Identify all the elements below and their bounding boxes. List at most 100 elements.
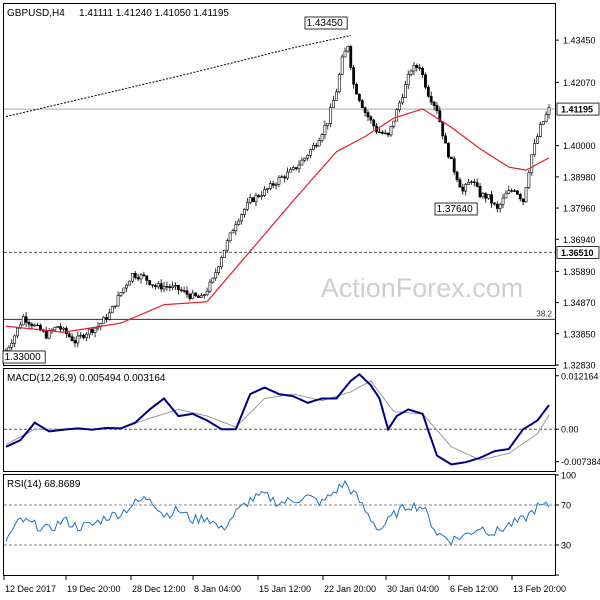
chart-symbol: GBPUSD,H4 (7, 8, 65, 19)
candle-body (421, 68, 424, 75)
time-tick-label: 13 Feb 20:00 (513, 584, 566, 594)
candle-body (481, 193, 485, 198)
macd-tick-label: -0.007384 (561, 457, 600, 467)
candle-body (435, 105, 439, 111)
candle-body (297, 164, 301, 170)
candle-body (205, 290, 209, 296)
candle-body (260, 195, 264, 198)
candle-body (326, 123, 330, 126)
candle-body (44, 330, 48, 339)
candle-body (116, 295, 120, 307)
candle-body (515, 190, 519, 195)
candle-body (472, 181, 476, 183)
candle-body (24, 316, 28, 323)
candle-body (277, 177, 281, 185)
chart-ohlc: 1.41111 1.41240 1.41050 1.41195 (79, 8, 229, 19)
candle-body (142, 274, 146, 277)
candle-body (360, 100, 364, 109)
macd-tick-label: 0.012164 (561, 371, 599, 381)
candle-body (168, 286, 172, 289)
candle-body (415, 65, 419, 69)
candle-body (357, 93, 361, 101)
candle-body (214, 272, 218, 279)
candle-body (59, 326, 62, 330)
candle-body (217, 266, 221, 273)
candle-body (409, 70, 413, 75)
candle-body (513, 190, 516, 192)
candle-body (475, 182, 479, 187)
candle-body (274, 183, 278, 186)
candle-body (401, 97, 404, 104)
candle-body (174, 285, 177, 287)
candle-body (487, 194, 491, 199)
candle-body (13, 335, 17, 344)
candle-body (510, 190, 514, 192)
candle-body (312, 145, 315, 151)
macd-line (5, 372, 550, 466)
candle-body (280, 176, 284, 178)
candle-body (62, 327, 65, 330)
candle-body (467, 181, 470, 185)
candle-body (237, 220, 241, 225)
time-tick-label: 8 Jan 04:00 (194, 584, 241, 594)
price-tick-label: 1.33850 (563, 329, 596, 339)
candle-body (39, 324, 42, 331)
candle-body (291, 167, 295, 170)
candle-body (33, 324, 37, 327)
candle-body (452, 158, 456, 173)
time-tick-label: 6 Feb 12:00 (450, 584, 498, 594)
rsi-panel (3, 474, 556, 576)
price-tick-label: 1.34870 (563, 298, 596, 308)
low-label-box (434, 202, 478, 216)
candle-body (283, 176, 287, 179)
rsi-line (5, 479, 550, 546)
candle-body (536, 136, 539, 144)
candle-body (306, 155, 310, 159)
candle-body (248, 197, 252, 203)
candle-body (254, 195, 258, 202)
candle-body (495, 203, 499, 209)
candle-body (85, 333, 88, 339)
candle-body (398, 102, 402, 111)
candle-body (113, 305, 117, 308)
candle-body (501, 197, 505, 205)
candle-body (131, 273, 134, 282)
candle-body (441, 121, 445, 137)
candle-body (10, 342, 14, 348)
candle-body (429, 96, 433, 103)
candle-body (378, 131, 381, 134)
candle-body (329, 107, 333, 124)
candle-body (271, 183, 275, 186)
candle-body (349, 46, 353, 68)
candle-body (438, 110, 442, 123)
candle-body (498, 204, 502, 209)
time-tick-label: 15 Jan 12:00 (259, 584, 311, 594)
time-tick-label: 28 Dec 12:00 (132, 584, 186, 594)
time-tick-label: 19 Dec 20:00 (67, 584, 121, 594)
candle-body (406, 74, 410, 85)
candle-body (105, 317, 108, 320)
candle-body (228, 232, 232, 241)
macd-panel (3, 368, 556, 472)
candle-body (392, 120, 396, 127)
candle-body (447, 142, 450, 158)
candle-body (369, 116, 373, 121)
candle-body (490, 194, 493, 204)
ma-fast-line (5, 108, 550, 333)
candle-body (119, 292, 123, 296)
candle-body (159, 283, 163, 290)
candle-body (139, 274, 143, 280)
candle-body (182, 290, 186, 292)
time-tick-label: 22 Jan 20:00 (324, 584, 376, 594)
candle-body (234, 224, 238, 232)
candle-body (355, 83, 358, 95)
candle-body (470, 181, 473, 183)
fib-label: 38.2 (536, 309, 552, 318)
candle-body (151, 284, 154, 286)
time-tick-label: 12 Dec 2017 (5, 584, 56, 594)
candle-body (461, 186, 465, 192)
candle-body (300, 159, 304, 166)
price-tick-label: 1.43450 (563, 36, 596, 46)
candle-body (153, 285, 157, 288)
